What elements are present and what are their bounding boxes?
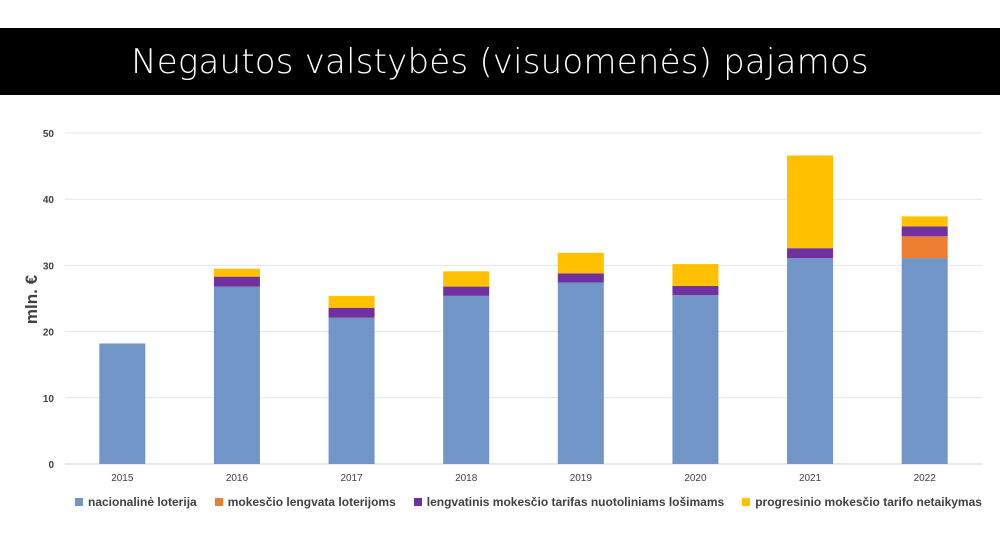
y-tick-label: 0 xyxy=(48,460,54,471)
x-tick-label: 2018 xyxy=(455,473,478,484)
bar-segment xyxy=(213,268,260,277)
x-tick-label: 2020 xyxy=(684,473,707,484)
x-tick-label: 2015 xyxy=(111,473,134,484)
legend-item: mokesčio lengvata loterijoms xyxy=(214,495,396,509)
legend-label: nacionalinė loterija xyxy=(88,495,197,509)
legend-item: progresinio mokesčio tarifo netaikymas xyxy=(742,495,982,509)
bar-segment xyxy=(787,258,834,464)
legend-item: nacionalinė loterija xyxy=(75,495,197,509)
y-axis-title: mln. € xyxy=(22,274,41,324)
legend-swatch xyxy=(214,498,223,506)
bar-segment xyxy=(672,295,719,464)
bar-segment xyxy=(787,248,834,259)
x-tick-label: 2021 xyxy=(799,473,822,484)
bar-segment xyxy=(557,252,604,274)
legend-label: lengvatinis mokesčio tarifas nuotoliniam… xyxy=(426,495,725,509)
bar-segment xyxy=(443,295,490,464)
y-tick-label: 20 xyxy=(43,328,55,339)
bar-segment xyxy=(787,155,834,249)
legend-item: lengvatinis mokesčio tarifas nuotoliniam… xyxy=(413,495,725,509)
legend-swatch xyxy=(75,498,83,506)
bar-segment xyxy=(672,285,719,296)
legend-label: mokesčio lengvata loterijoms xyxy=(227,495,396,509)
legend-swatch xyxy=(413,498,422,506)
bar-segment xyxy=(443,286,490,296)
bar-segment xyxy=(901,236,948,259)
bar-segment xyxy=(213,286,260,464)
bar-segment xyxy=(99,343,146,464)
bar-segment xyxy=(443,271,490,287)
bar-segment xyxy=(557,282,604,464)
title-band: Negautos valstybės (visuomenės) pajamos xyxy=(0,28,1000,95)
x-tick-label: 2019 xyxy=(570,473,593,484)
y-tick-label: 50 xyxy=(43,129,55,140)
y-tick-label: 30 xyxy=(43,261,55,272)
bar-segment xyxy=(672,264,719,286)
bar-segment xyxy=(901,216,948,227)
legend-swatch xyxy=(742,498,751,506)
bar-segment xyxy=(328,317,375,464)
bar-segment xyxy=(213,276,260,287)
page-title: Negautos valstybės (visuomenės) pajamos xyxy=(131,41,869,82)
bar-segment xyxy=(901,258,948,464)
x-tick-label: 2022 xyxy=(914,473,937,484)
chart-legend: nacionalinė loterija mokesčio lengvata lo… xyxy=(75,495,1000,509)
bar-segment xyxy=(557,273,604,283)
bar-segment xyxy=(328,295,375,308)
x-tick-label: 2017 xyxy=(340,473,363,484)
x-tick-label: 2016 xyxy=(226,473,249,484)
bar-segment xyxy=(328,307,375,318)
y-tick-label: 40 xyxy=(43,195,55,206)
y-tick-label: 10 xyxy=(43,394,55,405)
bar-segment xyxy=(901,226,948,237)
legend-label: progresinio mokesčio tarifo netaikymas xyxy=(755,495,982,509)
